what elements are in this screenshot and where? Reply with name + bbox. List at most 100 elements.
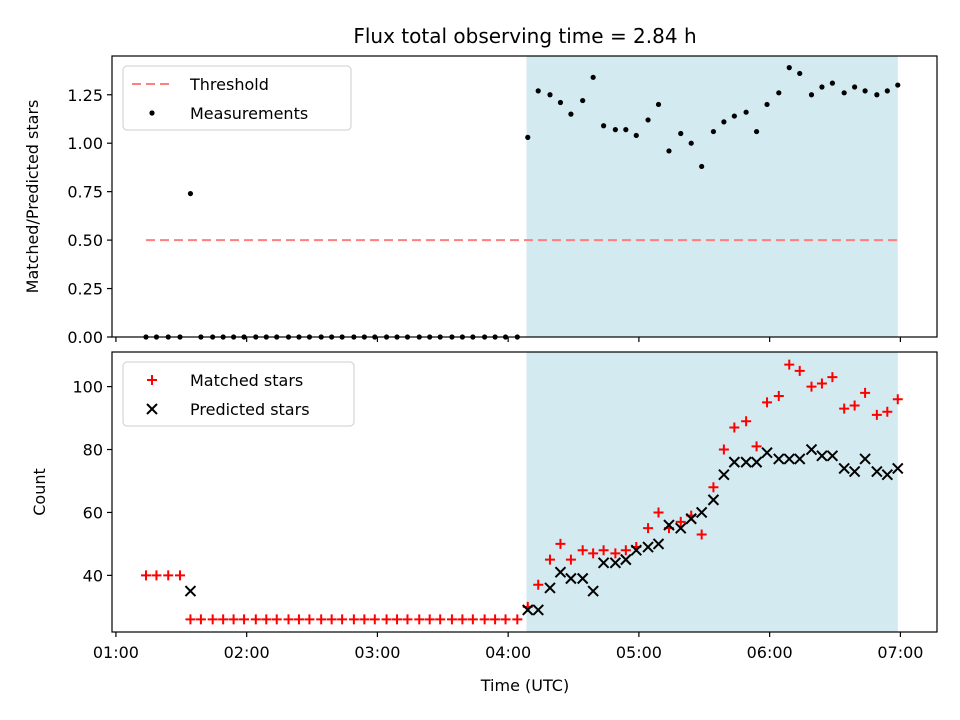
x-tick-label: 07:00	[877, 643, 923, 662]
axes-frame	[111, 55, 938, 338]
predicted-stars-point	[609, 557, 622, 569]
matched-stars-point	[359, 614, 370, 625]
measurement-point	[764, 101, 770, 108]
y-axis-label: Count	[30, 468, 49, 516]
measurement-point	[535, 88, 541, 94]
predicted-stars-point	[707, 494, 720, 506]
matched-stars-point	[369, 614, 380, 625]
measurement-point	[731, 113, 737, 119]
predicted-stars-point	[184, 585, 197, 597]
predicted-stars-point	[838, 462, 850, 475]
predicted-stars-point	[630, 544, 642, 556]
matched-stars-point	[588, 548, 599, 559]
measurement-point	[874, 92, 880, 98]
predicted-stars-point	[892, 462, 904, 475]
predicted-stars-point	[652, 538, 665, 550]
x-tick-label: 03:00	[354, 643, 400, 662]
observing-window-span	[526, 352, 898, 632]
predicted-stars-point	[750, 456, 763, 468]
measurement-point	[590, 74, 596, 80]
measurement-point	[819, 84, 825, 90]
measurement-point	[797, 70, 803, 77]
matched-stars-point	[577, 545, 588, 556]
matched-stars-point	[479, 614, 490, 625]
predicted-stars-point	[554, 566, 567, 578]
measurement-point	[721, 119, 727, 125]
legend-matched-swatch	[147, 375, 157, 385]
matched-stars-point	[348, 614, 359, 625]
matched-stars-point	[892, 394, 903, 405]
matched-stars-point	[751, 441, 762, 452]
predicted-stars-point	[761, 446, 773, 459]
x-tick-label: 04:00	[485, 643, 531, 662]
matched-stars-point	[250, 614, 261, 625]
measurement-point	[841, 90, 847, 96]
matched-stars-point	[565, 554, 576, 565]
matched-stars-point	[207, 614, 218, 625]
measurement-point	[580, 97, 586, 104]
matched-stars-point	[827, 372, 838, 383]
predicted-stars-point	[728, 456, 741, 468]
predicted-stars-point	[718, 468, 730, 481]
predicted-stars-point	[773, 453, 785, 465]
matched-stars-point	[239, 614, 250, 625]
measurement-point	[753, 128, 760, 135]
matched-stars-point	[163, 570, 174, 581]
x-tick-label: 05:00	[616, 643, 662, 662]
bottom-panel: 40 60 80 100 01:00 02:00 03:00 04:00 05:00 06:00 0…	[30, 351, 938, 662]
matched-stars-point	[435, 614, 446, 625]
matched-stars-point	[228, 614, 239, 625]
matched-stars-point	[882, 406, 893, 417]
measurement-point	[688, 140, 694, 146]
predicted-stars-point	[544, 582, 556, 594]
legend-label: Predicted stars	[190, 400, 310, 419]
matched-stars-point	[151, 570, 162, 581]
measurement-point	[699, 163, 705, 170]
matched-stars-point	[316, 614, 327, 625]
matched-stars-point	[806, 381, 817, 392]
measurement-point	[633, 132, 639, 139]
predicted-stars-point	[783, 453, 795, 465]
matched-stars-point	[610, 548, 621, 559]
matched-stars-point	[490, 614, 501, 625]
predicted-stars-point	[695, 506, 708, 519]
matched-stars-point	[424, 614, 435, 625]
measurement-point	[568, 111, 574, 117]
y-tick-label: 0.25	[67, 280, 103, 299]
predicted-stars-point	[794, 453, 806, 465]
matched-stars-point	[773, 391, 784, 402]
x-tick-label: 06:00	[747, 643, 793, 662]
matched-stars-point	[195, 614, 206, 625]
matched-stars-point	[381, 614, 392, 625]
measurement-point	[678, 130, 684, 137]
matched-stars-point	[337, 614, 348, 625]
measurement-point	[776, 90, 782, 96]
matched-stars-point	[696, 529, 707, 540]
measurement-point	[786, 65, 792, 71]
matched-stars-point	[500, 614, 511, 625]
matched-stars-point	[174, 570, 185, 581]
predicted-stars-point	[848, 465, 861, 478]
measurement-point	[547, 92, 553, 98]
x-axis-label: Time (UTC)	[480, 676, 569, 695]
measurement-point	[601, 123, 607, 129]
matched-stars-point	[512, 614, 523, 625]
x-tick-label: 01:00	[93, 643, 139, 662]
measurement-point	[710, 128, 717, 135]
legend-box	[122, 65, 352, 131]
matched-stars-point	[467, 614, 478, 625]
observing-window-span	[526, 56, 898, 337]
matched-stars-point	[392, 614, 403, 625]
legend-label: Matched stars	[190, 371, 303, 390]
y-tick-label: 1.25	[67, 86, 103, 105]
matched-stars-point	[555, 538, 566, 549]
predicted-stars-point	[642, 541, 654, 553]
matched-stars-point	[457, 614, 468, 625]
predicted-stars-point	[859, 453, 871, 465]
chart-title: Flux total observing time = 2.84 h	[353, 24, 696, 48]
matched-stars-point	[643, 523, 654, 534]
y-axis-label: Matched/Predicted stars	[23, 100, 42, 294]
legend-predicted-swatch	[146, 403, 158, 415]
predicted-stars-point	[532, 604, 544, 616]
